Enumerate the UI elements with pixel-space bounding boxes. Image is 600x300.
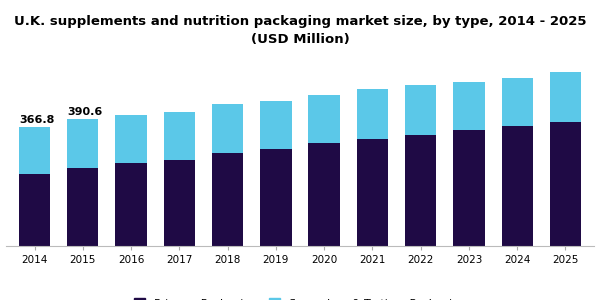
Bar bbox=[308, 143, 340, 246]
Bar bbox=[550, 122, 581, 246]
Text: 366.8: 366.8 bbox=[19, 115, 54, 124]
Bar bbox=[453, 82, 485, 130]
Bar bbox=[308, 95, 340, 143]
Bar bbox=[67, 119, 98, 168]
Bar bbox=[115, 115, 147, 163]
Bar bbox=[357, 89, 388, 139]
Bar bbox=[453, 130, 485, 246]
Bar bbox=[164, 112, 195, 160]
Bar bbox=[405, 85, 436, 135]
Bar bbox=[550, 72, 581, 122]
Title: U.K. supplements and nutrition packaging market size, by type, 2014 - 2025
(USD : U.K. supplements and nutrition packaging… bbox=[14, 15, 586, 46]
Bar bbox=[115, 163, 147, 246]
Bar bbox=[260, 101, 292, 149]
Bar bbox=[260, 149, 292, 246]
Bar bbox=[19, 127, 50, 174]
Bar bbox=[502, 78, 533, 126]
Bar bbox=[405, 135, 436, 246]
Bar bbox=[502, 126, 533, 246]
Text: 390.6: 390.6 bbox=[67, 107, 103, 117]
Legend: Primary Packaging, Secondary & Tertiary Packaging: Primary Packaging, Secondary & Tertiary … bbox=[130, 294, 470, 300]
Bar bbox=[19, 174, 50, 246]
Bar bbox=[212, 104, 243, 153]
Bar bbox=[164, 160, 195, 246]
Bar bbox=[357, 139, 388, 246]
Bar bbox=[67, 168, 98, 246]
Bar bbox=[212, 153, 243, 246]
